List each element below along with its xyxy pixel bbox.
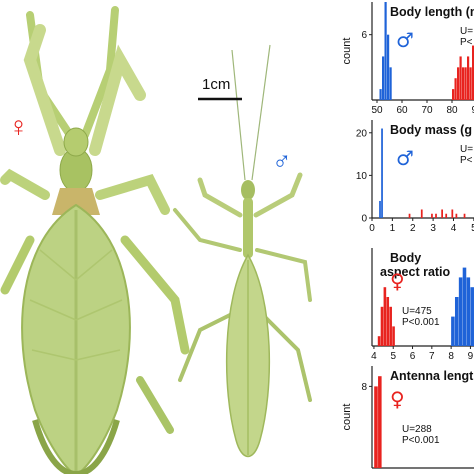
panel-1-xtick-label-4: 80 bbox=[446, 105, 458, 116]
panel-3-female-bar-5 bbox=[389, 306, 392, 346]
panel-4-stat-2: P<0.001 bbox=[402, 435, 440, 446]
panel-2-xtick-label-5: 4 bbox=[451, 223, 457, 234]
panel-2-female-bar-3 bbox=[431, 213, 433, 218]
panel-2-female-bar-7 bbox=[451, 209, 454, 218]
panel-1-female-bar-1 bbox=[452, 89, 455, 100]
panel-3-title-line2: aspect ratio bbox=[380, 265, 451, 279]
male-leaf-insect bbox=[173, 44, 312, 458]
panel-1-xtick-label-5: 90 bbox=[471, 105, 474, 116]
panel-1-female-bar-5 bbox=[462, 67, 465, 100]
panel-1-xtick-label-3: 70 bbox=[421, 105, 433, 116]
panel-1-female-bar-8 bbox=[469, 67, 472, 100]
panel-3-male-bar-1 bbox=[451, 316, 455, 346]
panel-3-female-bar-3 bbox=[383, 287, 387, 346]
panel-3-xtick-label-6: 9 bbox=[468, 351, 474, 362]
panel-3-male-bar-4 bbox=[462, 267, 467, 346]
panel-2-female-bar-6 bbox=[445, 213, 448, 218]
panel-4-ylabel: count bbox=[341, 404, 353, 431]
panel-1-female-bar-4 bbox=[459, 56, 462, 100]
panel-3-stat-2: P<0.001 bbox=[402, 317, 440, 328]
panel-3-female-bar-2 bbox=[380, 306, 384, 346]
panel-2-ytick-label-2: 10 bbox=[356, 171, 368, 182]
panel-2-female-bar-2 bbox=[420, 209, 423, 218]
male-symbol: ♂ bbox=[272, 146, 292, 176]
panel-1-female-bar-3 bbox=[457, 67, 460, 100]
panel-3-xtick-label-2: 5 bbox=[390, 351, 396, 362]
panel-3-female-bar-6 bbox=[392, 326, 395, 346]
panel-2-xtick-label-3: 2 bbox=[410, 223, 416, 234]
panel-1-female-bar-7 bbox=[467, 56, 470, 100]
panel-2-ytick-label-3: 0 bbox=[361, 214, 367, 225]
panel-1-xtick-label-1: 50 bbox=[371, 105, 383, 116]
panel-2-stat-1: U= bbox=[460, 144, 473, 155]
panel-3-female-bar-4 bbox=[386, 297, 390, 346]
panel-4-stat-1: U=288 bbox=[402, 424, 432, 435]
panel-4-female-bar-2 bbox=[378, 376, 382, 468]
panel-1-ytick-label-1: 6 bbox=[361, 30, 367, 41]
panel-2-female-bar-5 bbox=[441, 209, 443, 218]
panel-2-female-bar-8 bbox=[455, 213, 458, 218]
panel-3-male-bar-2 bbox=[454, 297, 459, 346]
panel-3-xtick-label-3: 6 bbox=[410, 351, 416, 362]
panel-2-xtick-label-4: 3 bbox=[430, 223, 436, 234]
panel-2-xtick-label-1: 0 bbox=[369, 223, 375, 234]
panel-3-stat-1: U=475 bbox=[402, 306, 432, 317]
panel-3-title: Body bbox=[390, 251, 421, 265]
panel-3-male-bar-5 bbox=[466, 277, 471, 346]
female-symbol: ♀ bbox=[8, 111, 29, 142]
panel-1-female-bar-6 bbox=[464, 67, 467, 100]
panel-2-title: Body mass (g bbox=[390, 123, 472, 137]
panel-2-xtick-label-6: 5 bbox=[471, 223, 474, 234]
panel-2-sex-symbol: ♂ bbox=[396, 146, 414, 170]
panel-2-male-bar-2 bbox=[381, 128, 383, 218]
panel-2-male-bar-1 bbox=[379, 200, 381, 218]
panel-1-male-bar-3 bbox=[384, 2, 387, 100]
panel-2-female-bar-9 bbox=[463, 213, 466, 218]
panel-1-stat-2: P< bbox=[460, 37, 473, 48]
panel-3-xtick-label-1: 4 bbox=[371, 351, 377, 362]
panel-1-male-bar-5 bbox=[389, 67, 392, 100]
panel-4-title: Antenna length bbox=[390, 369, 474, 383]
panel-1-female-bar-9 bbox=[472, 45, 474, 100]
panel-4-female-bar-1 bbox=[374, 386, 378, 468]
panel-1-xtick-label-2: 60 bbox=[396, 105, 408, 116]
panel-4-ytick-label-1: 8 bbox=[361, 382, 367, 393]
panel-1-female-bar-2 bbox=[454, 78, 457, 100]
panel-1-title: Body length (m bbox=[390, 5, 474, 19]
panel-2-ytick-label-1: 20 bbox=[356, 128, 368, 139]
panel-2-xtick-label-2: 1 bbox=[390, 223, 396, 234]
panel-3-xtick-label-4: 7 bbox=[429, 351, 435, 362]
panel-1-sex-symbol: ♂ bbox=[396, 28, 414, 52]
panel-3-sex-symbol: ♀ bbox=[390, 269, 405, 293]
panel-2-female-bar-1 bbox=[408, 213, 411, 218]
panel-1-ylabel: count bbox=[341, 38, 353, 65]
female-leaf-insect bbox=[0, 6, 190, 474]
panel-3-female-bar-1 bbox=[377, 336, 381, 346]
panel-3-male-bar-6 bbox=[470, 287, 474, 346]
panel-1-male-bar-1 bbox=[379, 89, 382, 100]
panel-3-male-bar-3 bbox=[458, 277, 463, 346]
panel-2-female-bar-4 bbox=[435, 213, 437, 218]
scale-bar-label: 1cm bbox=[202, 76, 231, 93]
panel-3-xtick-label-5: 8 bbox=[448, 351, 454, 362]
panel-1-male-bar-4 bbox=[387, 34, 390, 100]
panel-4-sex-symbol: ♀ bbox=[390, 387, 405, 411]
panel-1-stat-1: U= bbox=[460, 26, 473, 37]
panel-2-stat-2: P< bbox=[460, 155, 473, 166]
panel-1-male-bar-2 bbox=[382, 56, 385, 100]
